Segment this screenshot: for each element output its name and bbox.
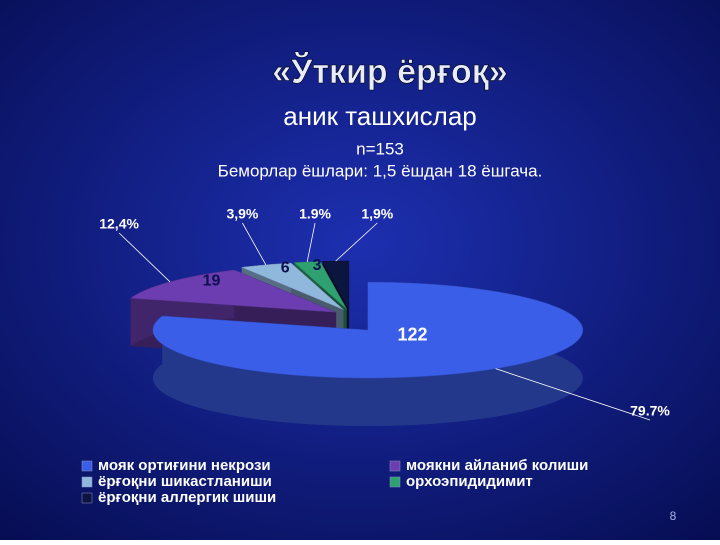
legend-swatch	[389, 460, 401, 472]
value-label: 6	[281, 259, 290, 276]
percent-label: 79.7%	[630, 403, 670, 419]
leader-line	[242, 222, 267, 266]
legend-swatch	[81, 492, 93, 504]
legend-label: ёрғоқни аллергик шиши	[98, 489, 276, 506]
pie: 122 79.7% 19 12,4% 6 3,9% 3 1.9% 1,9%	[99, 206, 670, 427]
percent-label: 1.9%	[299, 206, 331, 222]
subtitle: аник ташхислар	[283, 101, 477, 131]
value-label: 3	[313, 257, 322, 274]
legend-label: моякни айланиб колиши	[406, 457, 588, 474]
legend-swatch	[81, 460, 93, 472]
legend-label: ёрғоқни шикастланиши	[98, 473, 272, 490]
leader-line	[118, 232, 171, 283]
percent-label: 1,9%	[361, 206, 393, 222]
legend-swatch	[81, 476, 93, 488]
legend-swatch	[389, 476, 401, 488]
percent-label: 12,4%	[99, 216, 139, 232]
value-label: 19	[203, 273, 221, 290]
slice-top	[322, 260, 350, 310]
title: «Ўткир ёрғоқ»	[272, 52, 507, 91]
percent-label: 3,9%	[226, 206, 258, 222]
slice-top	[152, 281, 584, 379]
page-number: 8	[670, 509, 677, 523]
leader-line	[495, 368, 651, 421]
slice-top	[240, 262, 344, 310]
age-note: Беморлар ёшлари: 1,5 ёшдан 18 ёшгача.	[218, 161, 543, 180]
leader-line	[306, 222, 316, 263]
slice-top	[293, 261, 347, 310]
legend-label: мояк ортиғини некрози	[98, 457, 271, 474]
value-label: 122	[398, 324, 428, 344]
pie-slice	[152, 281, 584, 427]
legend-label: орхоэпидидимит	[406, 473, 533, 490]
sample-size: n=153	[356, 139, 404, 158]
legend: мояк ортиғини некрози моякни айланиб коли…	[81, 457, 588, 506]
leader-line	[335, 222, 378, 262]
